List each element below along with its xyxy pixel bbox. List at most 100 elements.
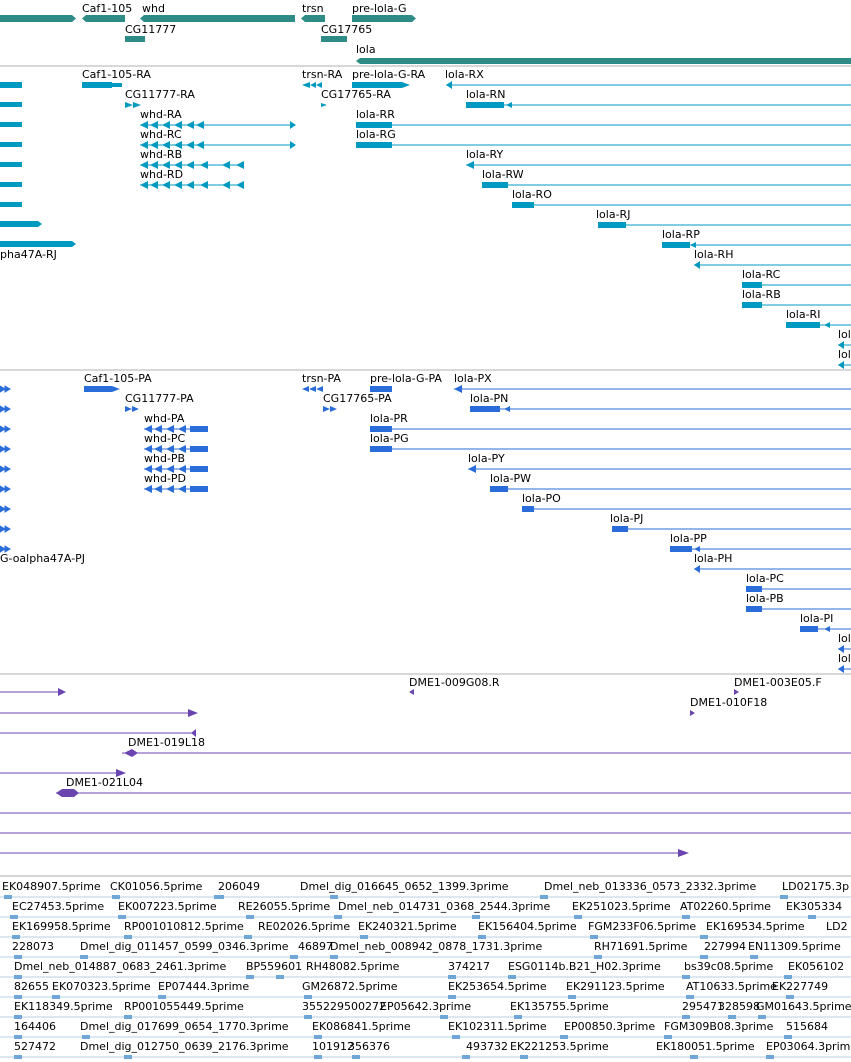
clone-label: DME1-009G08.R bbox=[409, 676, 500, 689]
protein-label: whd-PD bbox=[144, 472, 186, 485]
gene-pre-lola-g[interactable] bbox=[352, 15, 416, 22]
est-label: EP03064.3prim bbox=[766, 1040, 850, 1053]
est-label: 295471 bbox=[682, 1000, 724, 1013]
protein-lola-pw[interactable] bbox=[490, 486, 508, 492]
transcript-lola-rr[interactable] bbox=[356, 122, 392, 128]
transcript-lola-rg[interactable] bbox=[356, 142, 392, 148]
protein-cg11777-pa[interactable] bbox=[125, 406, 139, 412]
protein-label: lola bbox=[838, 652, 851, 665]
protein-lola-pn[interactable] bbox=[470, 406, 500, 412]
transcript-lola-rc[interactable] bbox=[742, 282, 762, 288]
transcript-lola-ro[interactable] bbox=[512, 202, 534, 208]
est-label: EK056102 bbox=[788, 960, 844, 973]
protein-lola-px[interactable] bbox=[454, 385, 462, 393]
clone-label: DME1-019L18 bbox=[128, 736, 205, 749]
est-label: EK048907.5prime bbox=[2, 880, 101, 893]
transcript-label: Caf1-105-RA bbox=[82, 68, 151, 81]
protein-trsn-pa[interactable] bbox=[302, 386, 323, 392]
protein-lola-py[interactable] bbox=[468, 465, 476, 473]
protein-caf1-105-pa[interactable] bbox=[84, 386, 112, 392]
protein-lola-pb[interactable] bbox=[746, 606, 762, 612]
transcript-caf1-105-ra[interactable] bbox=[82, 82, 112, 88]
gene-cg17765[interactable] bbox=[321, 36, 347, 42]
protein-label: trsn-PA bbox=[302, 372, 341, 385]
est-label: 164406 bbox=[14, 1020, 56, 1033]
transcript-labels: Caf1-105-RA trsn-RA pre-lola-G-RA lola-R… bbox=[0, 68, 851, 361]
protein-label: whd-PA bbox=[144, 412, 185, 425]
est-label: EK251023.5prime bbox=[572, 900, 671, 913]
clone-label: DME1-021L04 bbox=[66, 776, 143, 789]
transcript-lola-rw[interactable] bbox=[482, 182, 508, 188]
transcript-label: pre-lola-G-RA bbox=[352, 68, 426, 81]
transcript-label: lola-RP bbox=[662, 228, 700, 241]
protein-pre-lola-g-pa[interactable] bbox=[370, 386, 392, 392]
transcript-lola-rp[interactable] bbox=[662, 242, 690, 248]
transcript-cg11777-ra[interactable] bbox=[125, 102, 141, 108]
transcript-lola-rx[interactable] bbox=[446, 81, 452, 89]
est-label: EK180051.5prime bbox=[656, 1040, 755, 1053]
protein-label: lola-PY bbox=[468, 452, 505, 465]
gene-label: CG17765 bbox=[321, 23, 372, 36]
protein-lola-pr[interactable] bbox=[370, 426, 392, 432]
clone-label: DME1-010F18 bbox=[690, 696, 767, 709]
est-label: 101912 bbox=[312, 1040, 354, 1053]
transcript-lola-rb[interactable] bbox=[742, 302, 762, 308]
transcript-whd-rb[interactable] bbox=[140, 161, 244, 169]
transcript-label: lola-RR bbox=[356, 108, 395, 121]
protein-lola-pj[interactable] bbox=[612, 526, 628, 532]
clone-label: DME1-003E05.F bbox=[734, 676, 822, 689]
gene-label: lola bbox=[356, 43, 376, 56]
protein-lola-po[interactable] bbox=[522, 506, 534, 512]
transcript-pre-lola-g-ra[interactable] bbox=[352, 82, 402, 88]
protein-label: lola-PI bbox=[800, 612, 833, 625]
est-label: 206049 bbox=[218, 880, 260, 893]
protein-lola-pi[interactable] bbox=[800, 626, 818, 632]
est-label: Dmel_neb_013336_0573_2332.3prime bbox=[544, 880, 756, 893]
est-label: 356376 bbox=[348, 1040, 390, 1053]
protein-label: whd-PC bbox=[144, 432, 186, 445]
transcript-lola-rh[interactable] bbox=[694, 261, 700, 269]
transcript-whd-ra[interactable] bbox=[140, 121, 204, 129]
est-label: 515684 bbox=[786, 1020, 828, 1033]
est-label: FGM233F06.5prime bbox=[588, 920, 696, 933]
est-label: 374217 bbox=[448, 960, 490, 973]
transcript-lola-ri[interactable] bbox=[786, 322, 820, 328]
transcript-label: trsn-RA bbox=[302, 68, 343, 81]
est-label: EK156404.5prime bbox=[478, 920, 577, 933]
transcript-trsn-ra[interactable] bbox=[302, 82, 322, 88]
protein-label: lola-PC bbox=[746, 572, 784, 585]
est-label: EK253654.5prime bbox=[448, 980, 547, 993]
gene-trsn[interactable] bbox=[301, 15, 325, 22]
transcript-whd-rd[interactable] bbox=[140, 181, 244, 189]
est-label: EK118349.5prime bbox=[14, 1000, 113, 1013]
protein-lola-pp[interactable] bbox=[670, 546, 692, 552]
clone-dme1-021l04[interactable] bbox=[56, 789, 79, 797]
transcript-label: lola-RG bbox=[356, 128, 396, 141]
protein-lola-pc[interactable] bbox=[746, 586, 762, 592]
gene-lola[interactable] bbox=[356, 58, 851, 64]
gene-cg11777[interactable] bbox=[125, 36, 145, 42]
clone-dme1-009g08-r[interactable] bbox=[409, 689, 414, 695]
est-label: RH48082.5prime bbox=[306, 960, 400, 973]
transcript-whd-rc[interactable] bbox=[140, 141, 204, 149]
protein-lola-ph[interactable] bbox=[694, 565, 700, 573]
transcript-lola-ry[interactable] bbox=[466, 161, 474, 169]
protein-label: G-oalpha47A-PJ bbox=[0, 552, 85, 565]
transcript-label: whd-RD bbox=[140, 168, 183, 181]
est-label: bs39c08.5prime bbox=[684, 960, 774, 973]
protein-label: Caf1-105-PA bbox=[84, 372, 152, 385]
clone-dme1-010f18[interactable] bbox=[690, 710, 695, 716]
transcript-label: lola-RH bbox=[694, 248, 733, 261]
transcript-label: lola-RC bbox=[742, 268, 781, 281]
transcript-label: lola-RY bbox=[466, 148, 503, 161]
gene-whd[interactable] bbox=[140, 15, 295, 22]
transcript-lola-rj[interactable] bbox=[598, 222, 626, 228]
gene-caf1-105[interactable] bbox=[82, 15, 125, 22]
protein-lola-pg[interactable] bbox=[370, 446, 392, 452]
est-label: FGM309B08.3prime bbox=[664, 1020, 774, 1033]
clone-dme1-019l18[interactable] bbox=[124, 749, 138, 757]
transcript-lola-rn[interactable] bbox=[466, 102, 504, 108]
protein-label: lola bbox=[838, 632, 851, 645]
clone-dme1-003e05-f[interactable] bbox=[734, 689, 739, 695]
